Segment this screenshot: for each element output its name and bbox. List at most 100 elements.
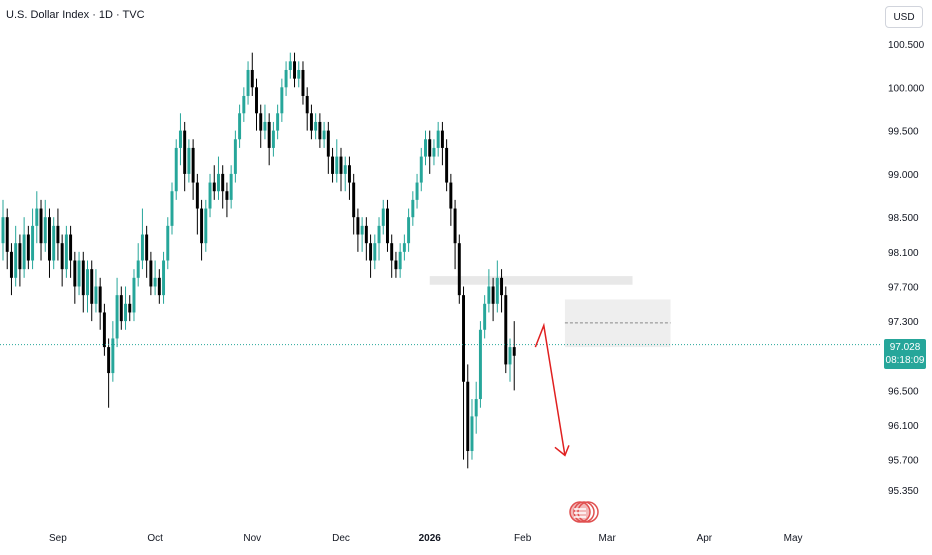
- candle-body: [191, 147, 195, 183]
- candle-body: [301, 69, 305, 96]
- x-tick-label: Feb: [514, 533, 532, 544]
- x-tick-label: Sep: [49, 533, 67, 544]
- candle-body: [259, 113, 263, 131]
- candles-layer: [1, 52, 516, 469]
- candle-body: [466, 381, 470, 452]
- candle-body: [149, 260, 153, 287]
- candle-body: [250, 69, 254, 88]
- y-tick-label: 98.500: [888, 213, 919, 224]
- candle-body: [166, 225, 170, 261]
- candle: [259, 104, 263, 148]
- x-tick-label: 2026: [419, 533, 442, 544]
- candle-body: [81, 260, 85, 296]
- currency-button[interactable]: USD: [885, 6, 923, 28]
- candle-body: [318, 121, 322, 140]
- candle-body: [508, 347, 512, 365]
- candle-body: [470, 416, 474, 452]
- candle-body: [322, 130, 326, 140]
- projection-arrow-path: [534, 322, 566, 456]
- candle: [56, 208, 60, 261]
- candle: [145, 225, 149, 278]
- candle: [500, 269, 504, 313]
- candle-body: [335, 156, 339, 174]
- x-tick-label: Oct: [147, 533, 163, 544]
- candle-body: [398, 251, 402, 270]
- candle-body: [339, 156, 343, 174]
- candle-body: [204, 208, 208, 244]
- projection-arrow: [534, 322, 570, 457]
- candle: [200, 199, 204, 261]
- candle: [212, 165, 216, 200]
- supply-zone-upper: [429, 276, 633, 285]
- candle: [415, 173, 419, 209]
- x-tick-label: Dec: [332, 533, 350, 544]
- candle-body: [26, 234, 30, 261]
- candle-body: [195, 182, 199, 209]
- candle: [170, 182, 174, 235]
- candle: [385, 199, 389, 252]
- candle-body: [288, 61, 292, 70]
- y-tick-label: 95.700: [888, 456, 919, 467]
- candle: [5, 208, 9, 270]
- candle-body: [136, 260, 140, 278]
- y-tick-label: 99.500: [888, 127, 919, 138]
- y-tick-label: 100.000: [888, 83, 925, 94]
- candle: [187, 139, 191, 183]
- candle-body: [238, 113, 242, 140]
- candle: [119, 286, 123, 330]
- y-tick-label: 100.500: [888, 40, 925, 51]
- candle: [98, 277, 102, 330]
- candle-body: [309, 113, 313, 131]
- candle-body: [267, 121, 271, 148]
- candle: [69, 225, 73, 278]
- candle: [352, 173, 356, 235]
- candle-body: [242, 95, 246, 114]
- candle-body: [60, 243, 64, 270]
- x-axis[interactable]: Sep Oct Nov Dec 2026 Feb Mar Apr May: [49, 533, 803, 544]
- candle: [233, 130, 237, 183]
- candle-body: [419, 156, 423, 183]
- candle-body: [424, 139, 427, 157]
- candle: [124, 286, 128, 330]
- candle-body: [347, 165, 351, 183]
- candle: [309, 104, 313, 140]
- candle: [449, 173, 453, 226]
- candle: [229, 165, 233, 209]
- candle: [216, 156, 220, 200]
- y-tick-label: 96.500: [888, 386, 919, 397]
- candle: [331, 147, 335, 183]
- candle: [47, 208, 51, 278]
- candle: [183, 121, 187, 192]
- y-axis[interactable]: 100.500 100.000 99.500 99.000 98.500 98.100 97…: [888, 40, 925, 497]
- candle: [457, 234, 461, 304]
- candle: [440, 121, 444, 166]
- candle-body: [52, 225, 56, 261]
- candle-body: [411, 199, 415, 218]
- candle: [364, 217, 368, 261]
- candle: [115, 277, 119, 348]
- candle: [149, 251, 153, 296]
- candle-body: [14, 243, 18, 278]
- candle-body: [145, 234, 149, 261]
- candle-body: [428, 139, 432, 157]
- last-price-badge: 97.028 08:18:09: [884, 339, 926, 369]
- candle-body: [73, 260, 77, 287]
- y-tick-label: 98.100: [888, 248, 919, 259]
- chart-title[interactable]: U.S. Dollar Index · 1D · TVC: [6, 9, 145, 21]
- candle: [267, 113, 271, 166]
- candle-body: [246, 69, 250, 96]
- candle-body: [225, 191, 229, 200]
- candle: [60, 234, 64, 287]
- candle: [394, 251, 398, 278]
- candle-body: [86, 269, 89, 296]
- candle-body: [474, 399, 478, 417]
- candle-body: [18, 243, 22, 270]
- candle: [225, 182, 229, 218]
- projection-arrow-head: [554, 445, 570, 457]
- candle-body: [263, 121, 267, 131]
- candle-body: [43, 217, 47, 244]
- candle-body: [407, 217, 411, 244]
- candle-body: [276, 113, 280, 131]
